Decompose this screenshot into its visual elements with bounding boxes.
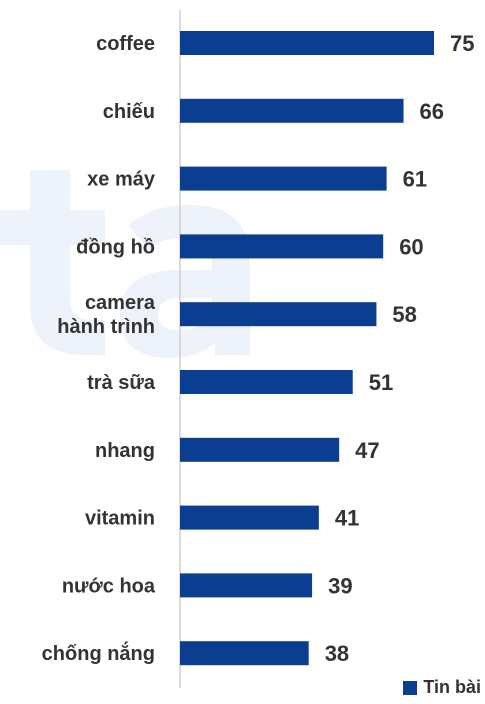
bar-3 (180, 234, 384, 259)
bar-4 (180, 302, 377, 327)
bar-8 (180, 573, 313, 598)
value-label-0: 75 (450, 31, 474, 56)
value-label-3: 60 (399, 234, 423, 259)
category-label-9: chống nắng (42, 641, 155, 665)
bar-0 (180, 31, 434, 55)
category-label-2: xe máy (87, 169, 156, 191)
value-label-2: 61 (403, 167, 427, 192)
category-label-7: vitamin (85, 508, 155, 530)
legend-label: Tin bài (423, 677, 481, 697)
bar-6 (180, 437, 340, 462)
category-label-4: camera hành trình (57, 292, 156, 338)
bar-2 (180, 166, 387, 191)
value-labels-group: 75 66 61 60 58 51 47 41 39 38 (325, 31, 475, 666)
value-label-9: 38 (325, 641, 349, 666)
legend: Tin bài (403, 677, 481, 698)
value-label-5: 51 (369, 370, 393, 395)
bar-9 (180, 641, 309, 666)
category-label-8: nước hoa (62, 575, 156, 597)
value-label-4: 58 (392, 302, 416, 327)
bar-5 (180, 370, 353, 394)
category-label-1: chiếu (103, 101, 155, 123)
value-label-1: 66 (420, 99, 444, 124)
category-labels-group: coffee chiếu xe máy đồng hồ camera hành trình… (42, 33, 156, 665)
value-label-7: 41 (335, 506, 359, 531)
category-label-0: coffee (96, 33, 155, 55)
value-label-6: 47 (355, 438, 379, 463)
category-label-3: đồng hồ (76, 236, 155, 258)
bars-group (180, 31, 434, 666)
category-label-6: nhang (95, 440, 155, 462)
value-label-8: 39 (328, 573, 352, 598)
bar-7 (180, 505, 319, 530)
legend-swatch (403, 680, 418, 695)
category-label-5: trà sữa (87, 372, 156, 394)
bar-1 (180, 98, 404, 123)
